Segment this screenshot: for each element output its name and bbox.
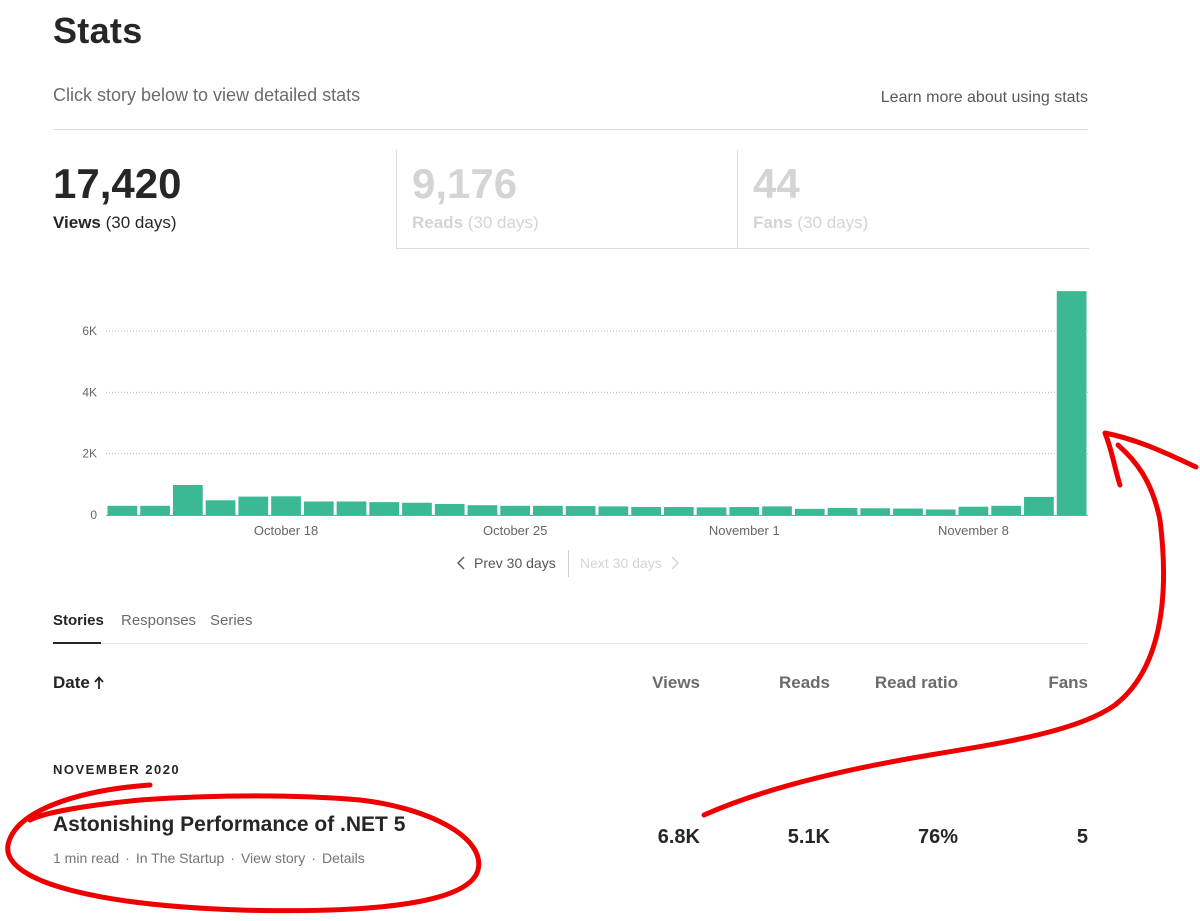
chart-bar[interactable] [958,506,989,515]
chart-bar[interactable] [238,496,269,515]
story-meta: 1 min read · In The Startup · View story · Det… [53,850,365,866]
month-group-heading: NOVEMBER 2020 [53,762,181,777]
x-tick-label: October 18 [254,523,318,538]
chart-bar[interactable] [500,505,531,515]
chart-bar[interactable] [565,506,596,515]
chart-bar[interactable] [107,505,138,515]
reads-value: 9,176 [412,160,518,207]
reads-period: (30 days) [467,213,539,232]
fans-column-header[interactable]: Fans [1048,673,1088,692]
chevron-left-icon [457,556,465,570]
chart-bar[interactable] [533,505,563,515]
y-tick-label: 6K [82,324,97,338]
fans-label-text: Fans [753,213,793,232]
story-reads-value: 5.1K [787,826,830,848]
views-label: Views (30 days) [53,213,177,233]
chart-bar[interactable] [598,506,629,515]
chart-bar[interactable] [369,502,400,515]
chart-bar[interactable] [172,484,203,515]
reads-column-header[interactable]: Reads [778,673,830,692]
chevron-right-icon [671,556,679,570]
chart-bar[interactable] [860,508,891,515]
chart-bar[interactable] [467,505,498,515]
read-ratio-column-header[interactable]: Read ratio [874,673,958,692]
meta-separator: · [125,850,130,866]
x-tick-label: November 8 [938,523,1009,538]
tabs-divider [53,643,1088,644]
learn-more-link[interactable]: Learn more about using stats [880,89,1088,106]
meta-separator: · [230,850,235,866]
chart-bar[interactable] [205,500,236,515]
chart-bar[interactable] [762,506,792,515]
y-tick-label: 2K [82,447,97,461]
views-value: 17,420 [53,160,182,207]
chart-bar[interactable] [794,508,825,515]
y-tick-label: 4K [82,385,97,399]
story-fans-value: 5 [1076,826,1088,848]
views-period: (30 days) [105,213,177,232]
x-tick-label: November 1 [709,523,780,538]
views-label-text: Views [53,213,101,232]
annotation-circle [5,782,482,914]
chart-bar[interactable] [140,505,170,515]
page-subtitle: Click story below to view detailed stats [53,85,361,105]
next-30-days-label: Next 30 days [580,555,662,571]
sort-by-date-header[interactable]: Date [53,673,104,693]
chart-bar[interactable] [271,496,301,515]
chart-bar[interactable] [631,507,661,515]
chart-bar[interactable] [336,501,367,515]
chart-bar[interactable] [1024,496,1054,515]
story-read-time: 1 min read [53,850,120,866]
reads-label-text: Reads [412,213,464,232]
story-title-link[interactable]: Astonishing Performance of .NET 5 [53,813,406,836]
chart-bar[interactable] [1056,291,1087,515]
active-tab-indicator [53,642,101,644]
chart-bar[interactable] [827,507,858,515]
chart-bar[interactable] [729,507,760,515]
prev-30-days-button[interactable]: Prev 30 days [456,555,556,571]
tab-responses[interactable]: Responses [121,612,197,629]
date-column-label: Date [53,673,90,692]
header-divider [53,129,1088,130]
views-column-header[interactable]: Views [652,673,700,692]
reads-label: Reads (30 days) [412,213,539,233]
details-link[interactable]: Details [321,850,365,866]
prev-30-days-label: Prev 30 days [474,555,556,571]
arrow-up-icon [94,676,104,689]
chart-bar[interactable] [893,508,923,515]
chart-bar[interactable] [925,509,956,515]
tab-stories[interactable]: Stories [53,612,104,629]
views-bar-chart: 0 2K 4K 6K October 18 October 25 November 1 Nov… [82,291,1088,538]
chart-bar[interactable] [402,502,432,515]
next-30-days-button[interactable]: Next 30 days [580,555,680,571]
meta-separator: · [311,850,316,866]
chart-bar[interactable] [991,505,1022,515]
view-story-link[interactable]: View story [240,850,306,866]
story-read-ratio-value: 76% [917,826,958,848]
chart-bar[interactable] [696,507,727,515]
fans-period: (30 days) [797,213,869,232]
publication-link[interactable]: In The Startup [135,850,225,866]
fans-label: Fans (30 days) [753,213,868,233]
chart-bar[interactable] [303,501,334,515]
reads-metric[interactable]: 9,176 Reads (30 days) [396,150,737,249]
chart-bar[interactable] [663,507,694,515]
x-tick-label: October 25 [483,523,547,538]
chart-bar[interactable] [434,503,465,515]
page-title: Stats [53,10,143,51]
pager-divider [568,550,569,577]
y-tick-label: 0 [90,508,97,522]
views-metric[interactable]: 17,420 Views (30 days) [53,150,395,248]
story-views-value: 6.8K [657,826,700,848]
fans-value: 44 [753,160,800,207]
fans-metric[interactable]: 44 Fans (30 days) [737,150,1089,249]
tab-series[interactable]: Series [210,612,253,629]
